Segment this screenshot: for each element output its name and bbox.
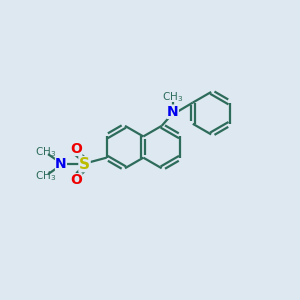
Text: CH$_3$: CH$_3$ [35,145,56,159]
Text: N: N [55,157,67,171]
Text: CH$_3$: CH$_3$ [35,169,56,183]
Text: N: N [167,105,179,119]
Text: S: S [79,157,90,172]
Text: O: O [70,173,82,187]
Text: CH$_3$: CH$_3$ [162,91,184,104]
Text: O: O [70,142,82,156]
